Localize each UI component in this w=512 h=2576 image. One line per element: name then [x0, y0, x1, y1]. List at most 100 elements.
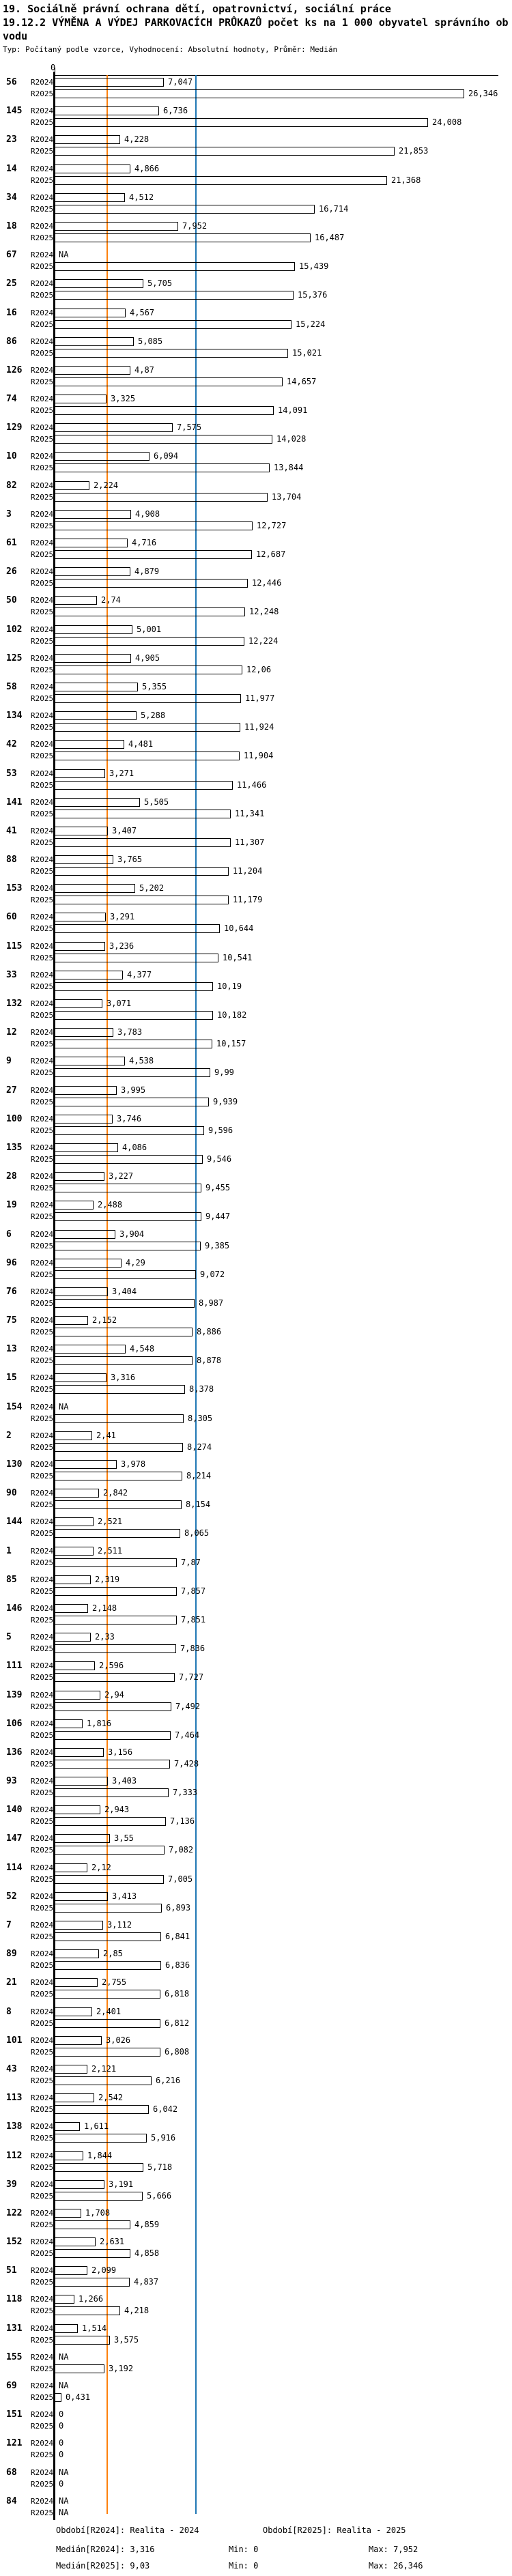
- bar-row-r2025: R2025 12,248: [0, 607, 512, 617]
- value-label-r2024: 5,355: [142, 681, 167, 691]
- group-id-label: 82: [6, 480, 17, 491]
- bar-row-r2025: R2025 8,214: [0, 1472, 512, 1480]
- bar-r2025: [55, 1673, 175, 1683]
- value-label-r2024: 3,904: [119, 1229, 145, 1239]
- value-label-r2025: 11,466: [237, 779, 267, 790]
- series-label-r2024: R2024: [31, 2035, 54, 2045]
- group-id-label: 131: [6, 2323, 23, 2334]
- series-label-r2024: R2024: [31, 1258, 54, 1268]
- bar-r2025: [55, 924, 220, 934]
- bar-r2025: [55, 809, 231, 818]
- bar-r2024: [55, 1690, 100, 1700]
- bar-r2024: [55, 423, 173, 433]
- value-label-r2024: 1,816: [87, 1718, 112, 1728]
- value-label-r2024: 5,202: [139, 883, 165, 893]
- series-label-r2025: R2025: [31, 348, 54, 358]
- bar-row-r2025: R2025 7,857: [0, 1586, 512, 1596]
- group-id-label: 60: [6, 912, 17, 923]
- value-label-r2025: 15,376: [298, 290, 328, 300]
- value-label-r2025: 8,154: [186, 1500, 211, 1510]
- value-label-r2025: 12,224: [248, 635, 279, 646]
- chart-group: 34 R2024 4,512 R2025 16,714: [0, 192, 512, 221]
- group-id-label: 135: [6, 1142, 23, 1153]
- bar-row-r2024: R2024 1,266: [0, 2295, 512, 2304]
- bar-r2024: [55, 2035, 102, 2045]
- bar-row-r2025: R2025 0: [0, 2450, 512, 2460]
- value-label-r2024: 2,85: [103, 1949, 123, 1959]
- bar-row-r2025: R2025 11,977: [0, 693, 512, 703]
- value-label-r2025: 8,305: [188, 1413, 213, 1423]
- bar-r2024: [55, 2064, 87, 2074]
- chart-group: 126 R2024 4,87 R2025 14,657: [0, 365, 512, 394]
- group-id-label: 153: [6, 883, 23, 894]
- bar-r2025: [55, 1529, 180, 1539]
- bar-r2024: [55, 1921, 103, 1930]
- chart-group: 56 R2024 7,047 R2025 26,346: [0, 77, 512, 106]
- bar-r2025: [55, 1298, 195, 1308]
- bar-row-r2025: R2025 10,157: [0, 1040, 512, 1049]
- group-id-label: 53: [6, 768, 17, 779]
- series-label-r2025: R2025: [31, 1990, 54, 1999]
- bar-row-r2024: R2024 2,511: [0, 1546, 512, 1556]
- value-label-r2025: 6,812: [165, 2018, 190, 2028]
- value-label-r2024: 2,152: [92, 1315, 117, 1326]
- series-label-r2024: R2024: [31, 711, 54, 721]
- chart-group: 82 R2024 2,224 R2025 13,704: [0, 481, 512, 509]
- series-label-r2025: R2025: [31, 1414, 54, 1423]
- group-id-label: 85: [6, 1574, 17, 1585]
- value-label-r2024: 4,228: [124, 134, 150, 145]
- group-id-label: 27: [6, 1085, 17, 1096]
- value-label-r2024: 3,071: [106, 999, 132, 1008]
- value-label-r2025: 10,182: [217, 1010, 247, 1020]
- value-label-r2024: 2,121: [91, 2063, 117, 2074]
- bar-row-r2024: R2024 3,783: [0, 1028, 512, 1037]
- group-id-label: 113: [6, 2093, 23, 2104]
- group-id-label: 134: [6, 711, 23, 721]
- bar-row-r2024: R2024 2,842: [0, 1489, 512, 1498]
- value-label-r2025: 8,065: [184, 1528, 210, 1539]
- value-label-r2025: 11,179: [233, 895, 263, 905]
- value-label-r2024: 3,413: [112, 1891, 137, 1901]
- value-label-r2025: 13,704: [272, 491, 302, 502]
- chart-group: 93 R2024 3,403 R2025 7,333: [0, 1776, 512, 1805]
- series-label-r2025: R2025: [31, 2364, 54, 2373]
- chart-group: 85 R2024 2,319 R2025 7,857: [0, 1575, 512, 1603]
- chart-group: 138 R2024 1,611 R2025 5,916: [0, 2121, 512, 2150]
- value-label-r2024: 3,746: [117, 1113, 142, 1124]
- value-label-r2024: 3,325: [111, 394, 136, 404]
- bar-r2024: [55, 337, 134, 346]
- bar-r2024: [55, 106, 159, 116]
- series-label-r2024: R2024: [31, 395, 54, 404]
- group-id-label: 18: [6, 220, 17, 231]
- series-label-r2024: R2024: [31, 2410, 54, 2420]
- group-id-label: 146: [6, 1603, 23, 1614]
- bar-row-r2024: R2024 3,316: [0, 1373, 512, 1383]
- chart-group: 136 R2024 3,156 R2025 7,428: [0, 1747, 512, 1776]
- bar-row-r2024: R2024 2,148: [0, 1603, 512, 1613]
- bar-r2025: [55, 896, 229, 905]
- value-label-r2024: 1,514: [82, 2323, 107, 2333]
- group-id-label: 125: [6, 653, 23, 663]
- value-label-r2025: 11,924: [244, 722, 274, 732]
- chart-group: 155 R2024 NA R2025 3,192: [0, 2352, 512, 2381]
- group-id-label: 25: [6, 278, 17, 289]
- bar-r2024: [55, 1085, 117, 1095]
- chart-group: 111 R2024 2,596 R2025 7,727: [0, 1661, 512, 1689]
- chart-group: 140 R2024 2,943 R2025 7,136: [0, 1805, 512, 1833]
- series-label-r2025: R2025: [31, 693, 54, 703]
- group-id-label: 6: [6, 1229, 12, 1240]
- series-label-r2024: R2024: [31, 221, 54, 231]
- bar-r2024: [55, 2007, 92, 2016]
- series-label-r2025: R2025: [31, 1529, 54, 1539]
- series-label-r2025: R2025: [31, 896, 54, 905]
- bar-row-r2024: R2024 3,978: [0, 1460, 512, 1469]
- footer-median-r2024: Medián[R2024]: 3,316: [56, 2545, 155, 2554]
- series-label-r2024: R2024: [31, 1201, 54, 1210]
- bar-row-r2025: R2025 9,072: [0, 1270, 512, 1279]
- series-label-r2024: R2024: [31, 1978, 54, 1988]
- series-label-r2024: R2024: [31, 164, 54, 173]
- value-label-r2024: 5,705: [147, 278, 173, 289]
- value-label-r2025: 9,447: [205, 1212, 231, 1222]
- group-id-label: 52: [6, 1891, 17, 1902]
- chart-group: 69 R2024 NA R2025 0,431: [0, 2381, 512, 2409]
